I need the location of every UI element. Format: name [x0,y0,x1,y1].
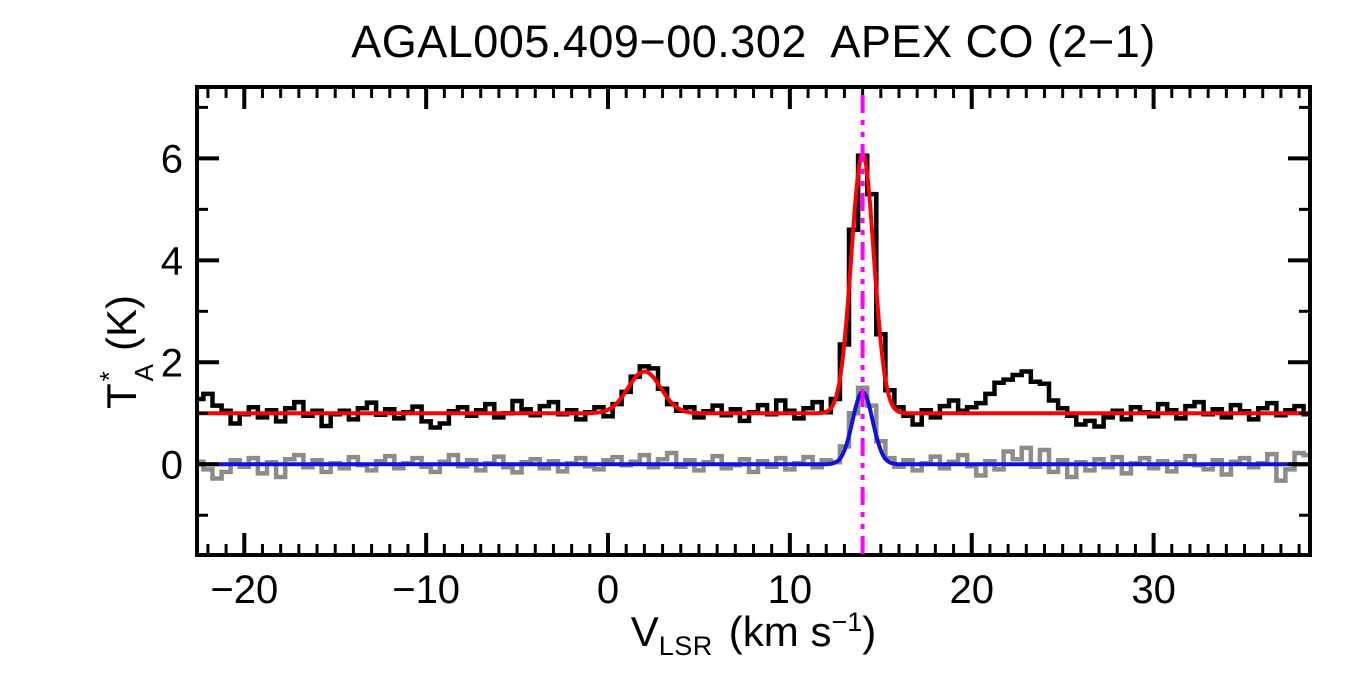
y-tick-label: 6 [161,137,183,181]
y-axis-supsub: * A [94,364,159,382]
x-axis-symbol-subscript: LSR [658,631,713,661]
y-tick-label: 2 [161,341,183,385]
x-axis-label: VLSR (km s−1) [197,607,1310,661]
y-tick-label: 0 [161,443,183,487]
y-axis-subscript: A [128,364,159,382]
x-tick-label: −20 [210,568,278,612]
y-axis-symbol: T [98,383,145,409]
x-axis-unit-exponent: −1 [831,607,863,637]
x-axis-unit-close: ) [862,608,877,655]
x-tick-label: −10 [392,568,460,612]
y-tick-label: 4 [161,239,183,283]
plot-title: AGAL005.409−00.302 APEX CO (2−1) [351,16,1156,67]
x-axis-symbol: V [630,608,659,655]
x-tick-label: 10 [768,568,813,612]
x-tick-label: 0 [597,568,619,612]
x-tick-label: 20 [949,568,994,612]
y-axis-label: T * A (K) [94,152,159,552]
y-axis-unit: (K) [98,295,145,351]
x-tick-label: 30 [1131,568,1176,612]
y-axis-superscript: * [94,371,124,382]
x-axis-unit: (km s [728,608,832,655]
